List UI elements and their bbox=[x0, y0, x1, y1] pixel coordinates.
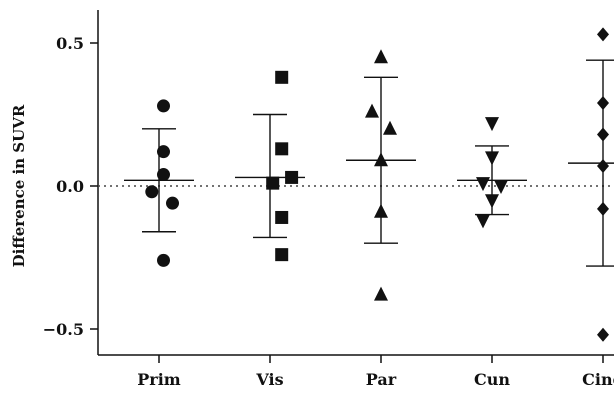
data-point-triangle bbox=[374, 203, 388, 218]
x-tick-label: Cun bbox=[474, 370, 510, 389]
data-point-triangle-down bbox=[476, 214, 490, 229]
data-point-square bbox=[266, 176, 280, 190]
y-tick-label: −0.5 bbox=[43, 320, 84, 339]
x-tick-label: Vis bbox=[255, 370, 283, 389]
data-point-circle bbox=[157, 145, 170, 159]
data-point-square bbox=[275, 142, 289, 156]
x-tick-label: Par bbox=[366, 370, 397, 389]
data-point-triangle-down bbox=[494, 180, 508, 194]
data-point-triangle bbox=[374, 49, 388, 64]
data-point-triangle-down bbox=[485, 151, 499, 166]
data-point-circle bbox=[157, 253, 170, 267]
data-point-square bbox=[275, 70, 289, 84]
data-point-triangle bbox=[383, 120, 397, 135]
data-point-triangle-down bbox=[485, 194, 499, 209]
data-point-square bbox=[285, 170, 299, 184]
data-point-diamond bbox=[597, 27, 609, 42]
data-point-circle bbox=[157, 168, 170, 182]
data-point-triangle bbox=[374, 286, 388, 301]
data-point-circle bbox=[166, 196, 179, 210]
data-point-triangle-down bbox=[476, 177, 490, 192]
data-point-diamond bbox=[597, 127, 609, 142]
x-tick-label: Cing bbox=[582, 370, 614, 389]
y-tick-label: 0.5 bbox=[56, 34, 84, 53]
data-point-square bbox=[275, 248, 289, 262]
data-point-diamond bbox=[597, 96, 609, 111]
y-tick-label: 0.0 bbox=[56, 177, 84, 196]
data-point-diamond bbox=[597, 327, 609, 342]
data-point-diamond bbox=[597, 158, 609, 173]
y-axis-title: Difference in SUVR bbox=[10, 104, 28, 267]
data-point-triangle bbox=[365, 103, 379, 118]
data-point-circle bbox=[157, 99, 170, 113]
data-point-triangle-down bbox=[485, 117, 499, 132]
x-tick-label: Prim bbox=[137, 370, 181, 389]
data-point-circle bbox=[145, 185, 159, 199]
data-point-triangle bbox=[374, 152, 388, 167]
data-point-diamond bbox=[597, 201, 609, 216]
data-point-square bbox=[275, 210, 289, 224]
